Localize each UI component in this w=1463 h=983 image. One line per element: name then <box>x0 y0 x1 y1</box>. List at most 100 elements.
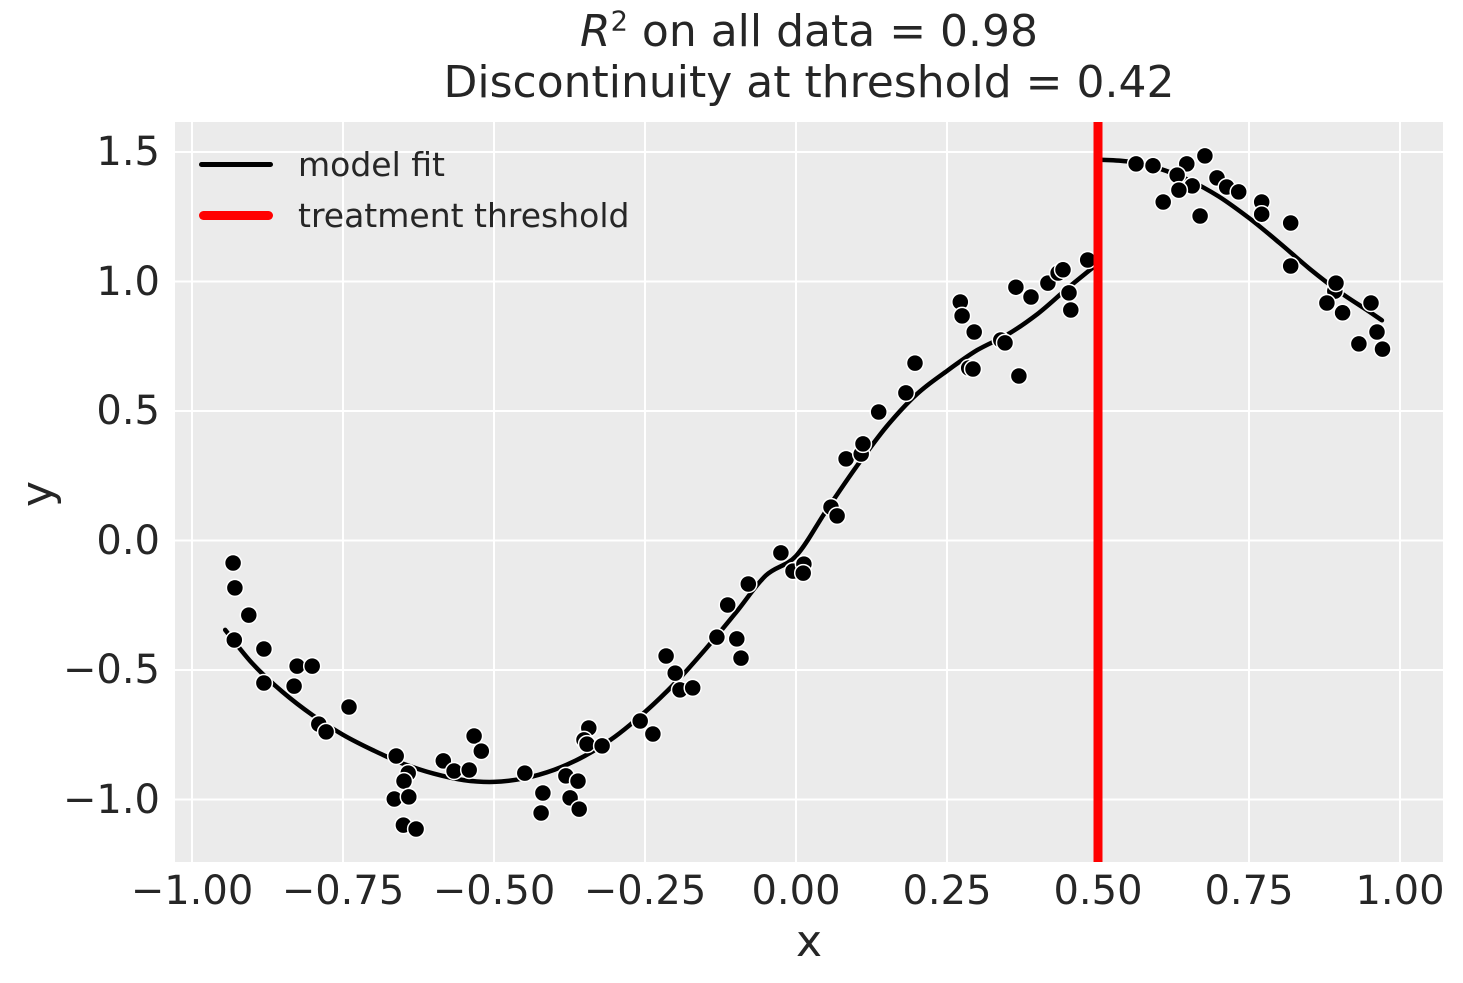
scatter-point <box>1281 213 1300 233</box>
scatter-point <box>771 543 791 563</box>
scatter-point <box>568 771 588 791</box>
scatter-point <box>727 629 747 649</box>
legend-label-threshold: treatment threshold <box>298 196 630 235</box>
threshold-legend-line <box>199 211 273 220</box>
scatter-point <box>531 803 551 823</box>
scatter-point <box>406 819 426 839</box>
scatter-point <box>394 771 414 791</box>
scatter-point <box>1281 256 1300 276</box>
model-fit-legend-line <box>199 162 273 167</box>
x-axis-label: x <box>795 916 823 967</box>
x-tick-label: −1.00 <box>130 868 254 914</box>
scatter-point <box>239 605 259 625</box>
x-tick-label: 1.00 <box>1355 868 1445 914</box>
scatter-point <box>643 724 663 744</box>
scatter-point <box>1126 154 1146 174</box>
scatter-point <box>1006 277 1026 297</box>
x-tick-label: −0.75 <box>281 868 405 914</box>
scatter-point <box>1143 156 1163 175</box>
scatter-point <box>964 322 984 342</box>
scatter-point <box>731 648 751 668</box>
x-tick-label: 0.00 <box>751 868 841 914</box>
scatter-point <box>1061 300 1081 320</box>
x-tick-label: 0.50 <box>1053 868 1143 914</box>
scatter-point <box>718 595 737 615</box>
scatter-point <box>1053 260 1073 280</box>
scatter-point <box>827 506 847 526</box>
scatter-point <box>1367 322 1387 342</box>
scatter-point <box>316 722 336 742</box>
scatter-point <box>1169 180 1189 200</box>
scatter-point <box>869 402 888 422</box>
scatter-point <box>386 746 406 766</box>
y-tick-label: 1.0 <box>96 258 160 305</box>
x-tick-label: −0.50 <box>432 868 556 914</box>
scatter-point <box>254 673 274 693</box>
scatter-point <box>1361 293 1381 313</box>
scatter-point <box>739 574 758 594</box>
scatter-point <box>1190 206 1210 226</box>
scatter-point <box>577 734 597 754</box>
scatter-point <box>1229 182 1248 202</box>
r-squared-exponent: 2 <box>610 6 628 38</box>
scatter-point <box>1021 287 1041 307</box>
scatter-point <box>464 726 484 746</box>
scatter-point <box>533 783 553 803</box>
x-tick-label: 0.75 <box>1204 868 1294 914</box>
y-tick-label: −1.0 <box>62 776 160 823</box>
legend: model fit treatment threshold <box>199 142 629 238</box>
chart-title-line1-text: on all data = 0.98 <box>627 6 1039 57</box>
plot-area: model fit treatment threshold <box>175 122 1443 862</box>
chart-title-line1: R2 on all data = 0.98 <box>175 6 1443 57</box>
y-tick-label: 0.5 <box>96 388 160 434</box>
scatter-point <box>254 639 274 659</box>
x-tick-label: −0.25 <box>583 868 707 914</box>
scatter-point <box>515 763 535 783</box>
scatter-point <box>225 630 244 650</box>
y-tick-label: −0.5 <box>62 647 160 693</box>
scatter-point <box>1333 303 1352 323</box>
scatter-point <box>1373 339 1392 359</box>
scatter-point <box>656 646 676 666</box>
scatter-point <box>399 787 419 807</box>
scatter-point <box>339 697 359 717</box>
scatter-point <box>793 563 813 583</box>
scatter-point <box>1252 204 1271 224</box>
scatter-point <box>1009 366 1029 386</box>
scatter-point <box>459 760 479 780</box>
chart-canvas <box>175 122 1443 862</box>
scatter-point <box>223 553 243 573</box>
scatter-point <box>683 678 702 698</box>
scatter-point <box>225 578 245 598</box>
r-squared-symbol: R <box>579 6 611 57</box>
scatter-point <box>853 434 873 454</box>
scatter-point <box>952 306 972 326</box>
scatter-point <box>905 353 925 373</box>
scatter-point <box>896 383 916 403</box>
chart-title-line2: Discontinuity at threshold = 0.42 <box>443 57 1175 109</box>
scatter-point <box>1059 283 1079 303</box>
scatter-point <box>1153 192 1173 212</box>
scatter-point <box>302 656 322 676</box>
scatter-point <box>665 663 685 683</box>
legend-label-model-fit: model fit <box>298 145 445 184</box>
scatter-point <box>707 627 727 647</box>
chart-title: R2 on all data = 0.98 Discontinuity at t… <box>175 6 1443 109</box>
scatter-point <box>592 736 612 756</box>
y-tick-label: 0.0 <box>96 517 160 564</box>
scatter-point <box>1195 146 1215 166</box>
scatter-point <box>995 333 1015 353</box>
legend-entry-threshold: treatment threshold <box>199 193 629 238</box>
scatter-point <box>472 741 491 761</box>
y-axis-label: y <box>12 480 63 508</box>
x-tick-label: 0.25 <box>902 868 992 914</box>
model-fit-line <box>222 261 1101 785</box>
scatter-point <box>569 799 589 819</box>
legend-entry-model-fit: model fit <box>199 142 629 187</box>
y-tick-label: 1.5 <box>96 129 160 175</box>
scatter-point <box>1317 293 1337 313</box>
scatter-point <box>630 711 650 731</box>
scatter-point <box>284 676 304 696</box>
scatter-point <box>1326 273 1346 293</box>
